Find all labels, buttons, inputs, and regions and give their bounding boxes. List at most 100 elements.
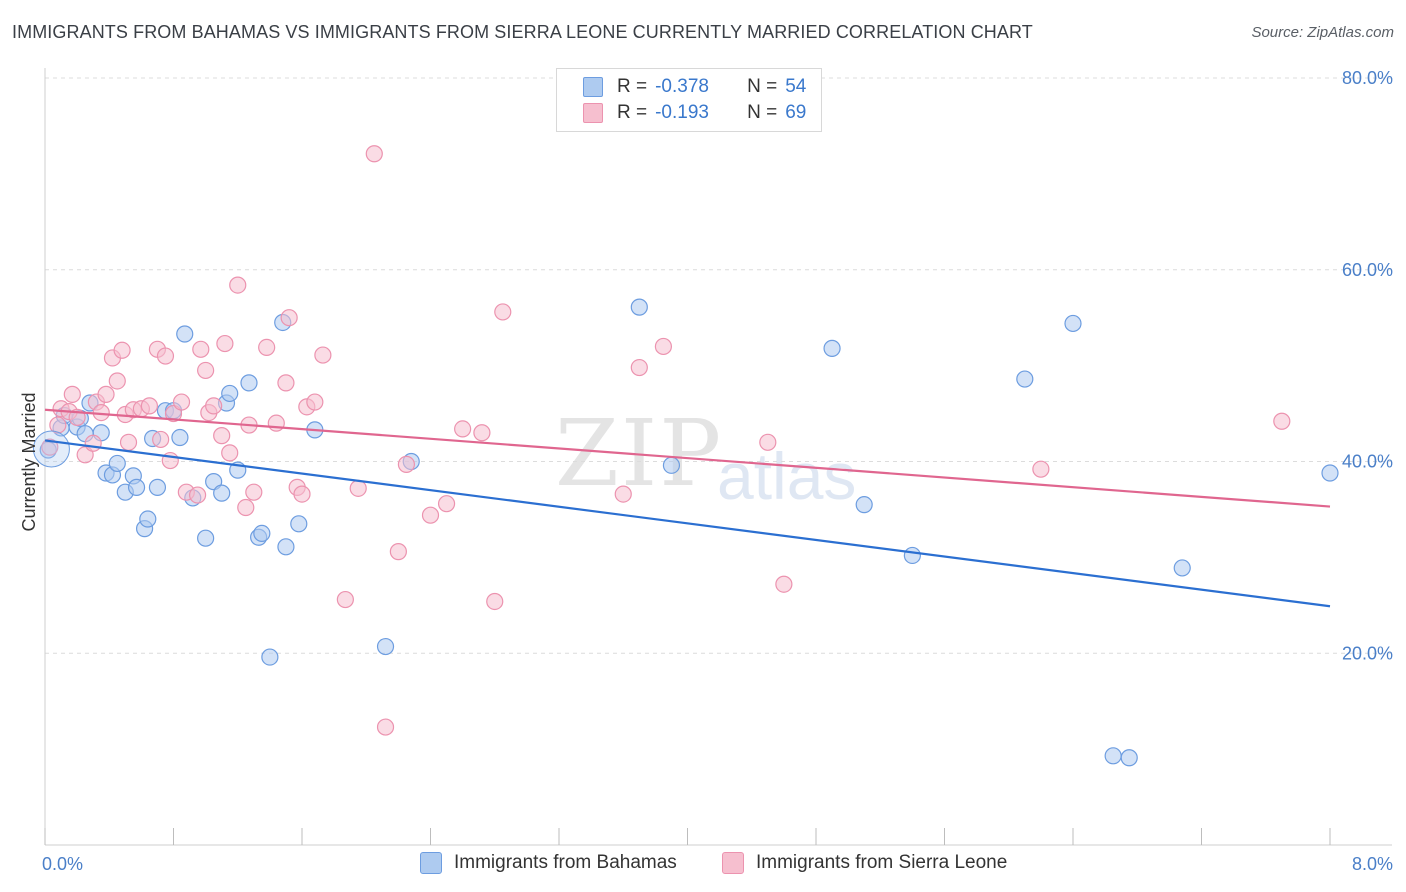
point-sierra-leone [494, 303, 512, 321]
point-sierra-leone [365, 145, 383, 163]
point-bahamas [240, 374, 258, 392]
point-sierra-leone [630, 358, 648, 377]
legend-box: R = -0.378 N = 54 R = -0.193 N = 69 [556, 68, 822, 132]
point-bahamas [213, 484, 231, 502]
point-sierra-leone [41, 438, 59, 456]
point-sierra-leone [192, 340, 210, 358]
point-sierra-leone [314, 346, 332, 364]
legend-swatch-sierra-leone [583, 103, 603, 123]
x-tick-label-max: 8.0% [1352, 854, 1393, 874]
point-bahamas [1120, 749, 1138, 767]
point-sierra-leone [49, 416, 67, 434]
bottom-legend-label-bahamas: Immigrants from Bahamas [454, 852, 677, 873]
point-bahamas [1321, 464, 1339, 482]
legend-n-value: 54 [785, 76, 807, 97]
point-bahamas [1064, 314, 1082, 333]
y-axis-label: Currently Married [19, 392, 39, 531]
point-sierra-leone [258, 338, 276, 357]
watermark-atlas: atlas [717, 439, 857, 513]
point-sierra-leone [421, 506, 440, 524]
chart-source: Source: ZipAtlas.com [1251, 24, 1394, 41]
point-sierra-leone [280, 309, 298, 327]
bottom-legend-swatch-sierra-leone [722, 852, 744, 874]
point-bahamas [630, 298, 648, 316]
chart-title: IMMIGRANTS FROM BAHAMAS VS IMMIGRANTS FR… [12, 22, 1033, 42]
point-bahamas [376, 637, 395, 656]
point-sierra-leone [454, 420, 472, 438]
bottom-legend-swatch-bahamas [420, 852, 442, 874]
point-bahamas [221, 384, 239, 403]
point-sierra-leone [654, 337, 673, 356]
legend-row-sierra-leone: R = -0.193 N = 69 [583, 101, 806, 125]
y-tick-label: 20.0% [1342, 643, 1393, 663]
point-sierra-leone [205, 397, 223, 415]
point-bahamas [903, 546, 921, 565]
point-sierra-leone [1032, 460, 1050, 478]
point-sierra-leone [437, 495, 456, 513]
legend-r-label: R = [617, 102, 648, 123]
point-sierra-leone [221, 444, 239, 462]
y-tick-label: 60.0% [1342, 260, 1393, 280]
point-sierra-leone [277, 374, 295, 392]
point-sierra-leone [759, 433, 777, 451]
point-bahamas [176, 325, 194, 343]
legend-row-bahamas: R = -0.378 N = 54 [583, 75, 806, 99]
point-sierra-leone [97, 385, 115, 403]
point-sierra-leone [293, 485, 311, 503]
point-sierra-leone [188, 486, 207, 504]
point-sierra-leone [473, 424, 491, 442]
trendline-sierra-leone [44, 408, 1331, 508]
point-bahamas [1104, 747, 1122, 765]
point-sierra-leone [152, 430, 170, 449]
point-sierra-leone [306, 393, 324, 411]
label-layer: 20.0% 40.0% 60.0% 80.0% 0.0% 8.0% Currently Ma… [19, 68, 1393, 874]
point-bahamas [197, 529, 215, 547]
point-sierra-leone [63, 385, 81, 403]
trend-layer [44, 408, 1331, 608]
point-sierra-leone [84, 434, 102, 452]
point-sierra-leone [172, 393, 191, 411]
point-sierra-leone [119, 433, 138, 451]
trendline-bahamas [44, 439, 1331, 608]
point-sierra-leone [245, 483, 263, 501]
legend-r-value: -0.378 [655, 76, 709, 97]
legend-n-value: 69 [785, 102, 807, 123]
point-sierra-leone [216, 334, 234, 353]
point-sierra-leone [376, 718, 395, 736]
points-layer [32, 145, 1339, 767]
axis-layer [44, 68, 1392, 846]
point-bahamas [662, 456, 681, 474]
point-bahamas [277, 538, 295, 556]
point-sierra-leone [349, 479, 367, 497]
bottom-legend-bahamas: Immigrants from Bahamas [420, 852, 677, 874]
point-bahamas [171, 428, 189, 447]
point-cluster-bahamas [32, 430, 70, 468]
x-tick-label-min: 0.0% [42, 854, 83, 874]
point-bahamas [855, 496, 873, 514]
point-sierra-leone [213, 427, 231, 445]
point-sierra-leone [389, 543, 407, 561]
point-sierra-leone [397, 455, 416, 473]
point-sierra-leone [229, 276, 247, 294]
point-sierra-leone [486, 592, 504, 611]
legend-n-label: N = [747, 102, 778, 123]
y-tick-label: 80.0% [1342, 68, 1393, 88]
legend-r-label: R = [617, 76, 648, 97]
point-bahamas [108, 454, 126, 473]
point-bahamas [127, 478, 146, 496]
point-bahamas [253, 524, 271, 543]
point-sierra-leone [156, 347, 175, 365]
point-bahamas [1173, 559, 1191, 577]
point-sierra-leone [237, 498, 255, 517]
point-sierra-leone [267, 414, 285, 432]
point-sierra-leone [197, 361, 215, 380]
point-sierra-leone [1273, 412, 1291, 430]
point-bahamas [148, 478, 167, 496]
legend-swatch-bahamas [583, 77, 603, 97]
point-bahamas [1016, 370, 1034, 388]
point-sierra-leone [614, 485, 632, 503]
point-bahamas [290, 515, 308, 533]
point-bahamas [139, 510, 157, 528]
point-sierra-leone [108, 372, 126, 390]
